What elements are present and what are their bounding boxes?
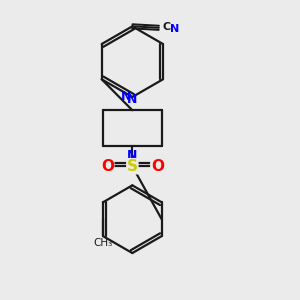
Text: S: S <box>127 159 138 174</box>
Text: C: C <box>162 22 170 32</box>
Text: N: N <box>170 24 179 34</box>
Text: O: O <box>151 159 164 174</box>
Text: CH₃: CH₃ <box>93 238 112 248</box>
Text: O: O <box>101 159 114 174</box>
Text: N: N <box>127 93 137 106</box>
Text: N: N <box>127 149 137 162</box>
Text: N: N <box>121 91 131 103</box>
